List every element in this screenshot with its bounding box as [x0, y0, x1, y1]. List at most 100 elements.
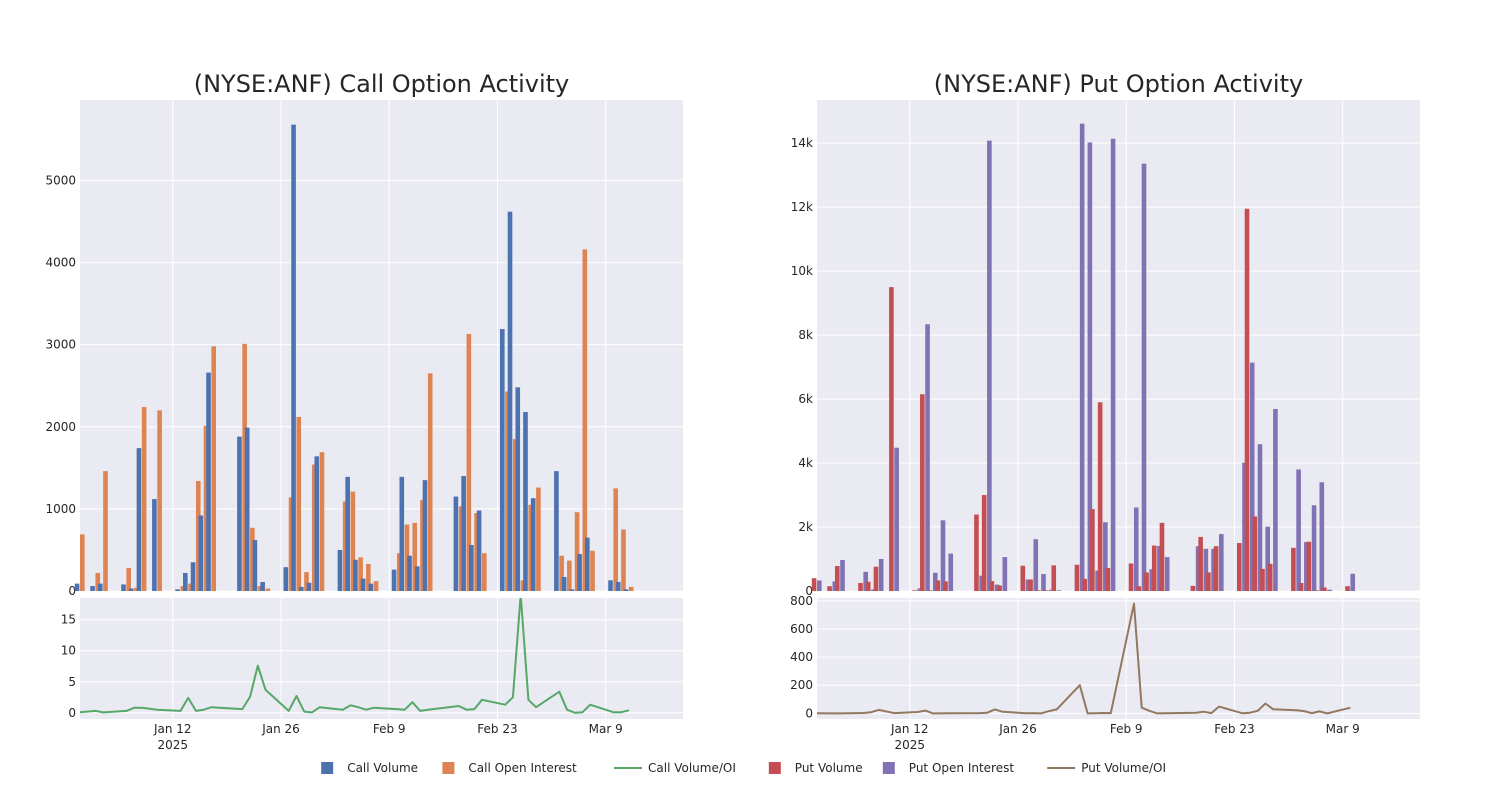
put-ratio-panel: Jan 12 2025 Jan 26 Feb 9 Feb 23 Mar 9 0 200 400 6…: [790, 594, 1420, 752]
put-open-interest-bar: [1164, 557, 1170, 591]
put-volume-bar: [865, 581, 871, 591]
call-open-interest-bar: [265, 588, 271, 591]
call-volume-bar: [353, 559, 358, 591]
put-open-interest-bar: [1149, 569, 1155, 591]
call-volume-bar: [507, 211, 513, 591]
put-volume-bar: [1105, 567, 1111, 591]
put-open-interest-bar: [1048, 589, 1054, 591]
put-volume-bar: [811, 578, 817, 591]
call-volume-bar: [391, 569, 397, 591]
call-volume-bar: [206, 372, 211, 591]
call-bar-y-tick-label: 3000: [45, 338, 76, 352]
call-volume-bar: [554, 471, 559, 591]
call-open-interest-bar: [528, 504, 533, 591]
put-volume-bar: [1291, 547, 1296, 591]
call-ratio-panel: Jan 12 2025 Jan 26 Feb 9 Feb 23 Mar 9 0 5 10 15: [61, 598, 683, 752]
put-open-interest-bar: [1327, 589, 1332, 591]
put-bar-y-tick-label: 8k: [798, 328, 813, 342]
call-open-interest-bar: [342, 501, 348, 591]
put-ratio-plot-area: [817, 598, 1420, 719]
call-open-interest-bar: [613, 488, 619, 591]
put-open-interest-bar: [1265, 526, 1270, 591]
put-volume-bar: [1144, 572, 1149, 591]
call-open-interest-bar: [474, 512, 479, 591]
call-chart: (NYSE:ANF) Call Option Activity 0 1000 200…: [45, 70, 683, 752]
legend-label: Call Open Interest: [468, 761, 577, 775]
put-open-interest-bar: [1249, 362, 1255, 591]
legend-swatch: [882, 762, 895, 774]
call-volume-bar: [569, 589, 575, 591]
put-volume-bar: [827, 586, 832, 591]
call-open-interest-bar: [126, 568, 131, 591]
put-open-interest-bar: [1095, 570, 1100, 591]
call-open-interest-bar: [420, 499, 425, 591]
put-open-interest-bar: [1203, 548, 1209, 591]
put-volume-bar: [1151, 545, 1157, 591]
call-volume-bar: [298, 586, 304, 591]
call-volume-bar: [244, 427, 250, 591]
put-volume-bar: [1213, 546, 1219, 591]
call-open-interest-bar: [396, 553, 402, 591]
put-volume-bar: [1082, 578, 1087, 591]
put-ratio-y-tick-label: 800: [790, 594, 813, 608]
put-chart-title: (NYSE:ANF) Put Option Activity: [934, 70, 1303, 98]
put-open-interest-bar: [1110, 138, 1116, 592]
put-open-interest-bar: [1079, 123, 1085, 592]
put-volume-bar: [912, 590, 917, 591]
call-open-interest-bar: [319, 452, 325, 591]
put-volume-bar: [1244, 208, 1250, 591]
put-bar-y-tick-label: 4k: [798, 456, 813, 470]
put-open-interest-bar: [1133, 507, 1139, 591]
legend-swatch: [442, 762, 455, 774]
put-volume-bar: [1306, 541, 1312, 591]
legend-swatch: [321, 762, 334, 774]
call-ratio-y-tick-label: 15: [61, 613, 76, 627]
call-open-interest-bar: [296, 416, 302, 591]
call-volume-bar: [577, 554, 582, 591]
put-volume-bar: [1128, 563, 1134, 591]
call-open-interest-bar: [582, 249, 588, 591]
call-volume-bar: [152, 499, 157, 591]
call-bar-y-tick-label: 0: [68, 584, 76, 598]
legend-label: Call Volume/OI: [648, 761, 736, 775]
call-bar-plot-area: [80, 100, 683, 591]
call-bar-panel: 0 1000 2000 3000 4000 5000: [45, 100, 683, 598]
call-open-interest-bar: [482, 553, 487, 591]
put-volume-bar: [1097, 402, 1103, 591]
call-open-interest-bar: [621, 529, 626, 591]
call-volume-bar: [252, 540, 258, 591]
call-volume-bar: [453, 496, 459, 591]
put-open-interest-bar: [1257, 444, 1263, 591]
put-open-interest-bar: [979, 575, 984, 591]
legend-swatch: [768, 762, 781, 774]
put-volume-bar: [1260, 568, 1265, 591]
call-volume-bar: [368, 583, 374, 591]
call-volume-bar: [515, 387, 521, 591]
put-x-tick-label: Feb 9: [1110, 722, 1143, 736]
call-volume-bar: [469, 545, 474, 591]
put-open-interest-bar: [1304, 542, 1309, 591]
put-volume-bar: [997, 585, 1002, 591]
put-open-interest-bar: [1033, 539, 1039, 591]
put-volume-bar: [1043, 590, 1049, 591]
call-open-interest-bar: [141, 407, 147, 591]
put-open-interest-bar: [917, 588, 923, 591]
call-open-interest-bar: [288, 497, 294, 591]
put-open-interest-bar: [871, 589, 876, 591]
call-volume-bar: [407, 555, 412, 591]
put-volume-bar: [943, 581, 948, 591]
call-open-interest-bar: [242, 343, 247, 591]
call-open-interest-bar: [180, 586, 186, 591]
put-x-tick-label: Mar 9: [1326, 722, 1360, 736]
call-volume-bar: [198, 515, 204, 591]
call-open-interest-bar: [358, 557, 363, 591]
call-volume-bar: [260, 581, 265, 591]
call-volume-bar: [190, 562, 196, 591]
call-volume-bar: [237, 436, 242, 591]
put-x-tick-sublabel: 2025: [894, 738, 925, 752]
call-volume-bar: [136, 448, 142, 591]
put-volume-bar: [1206, 572, 1211, 591]
call-open-interest-bar: [520, 580, 526, 591]
put-volume-bar: [1298, 583, 1304, 591]
call-x-tick-sublabel: 2025: [157, 738, 188, 752]
